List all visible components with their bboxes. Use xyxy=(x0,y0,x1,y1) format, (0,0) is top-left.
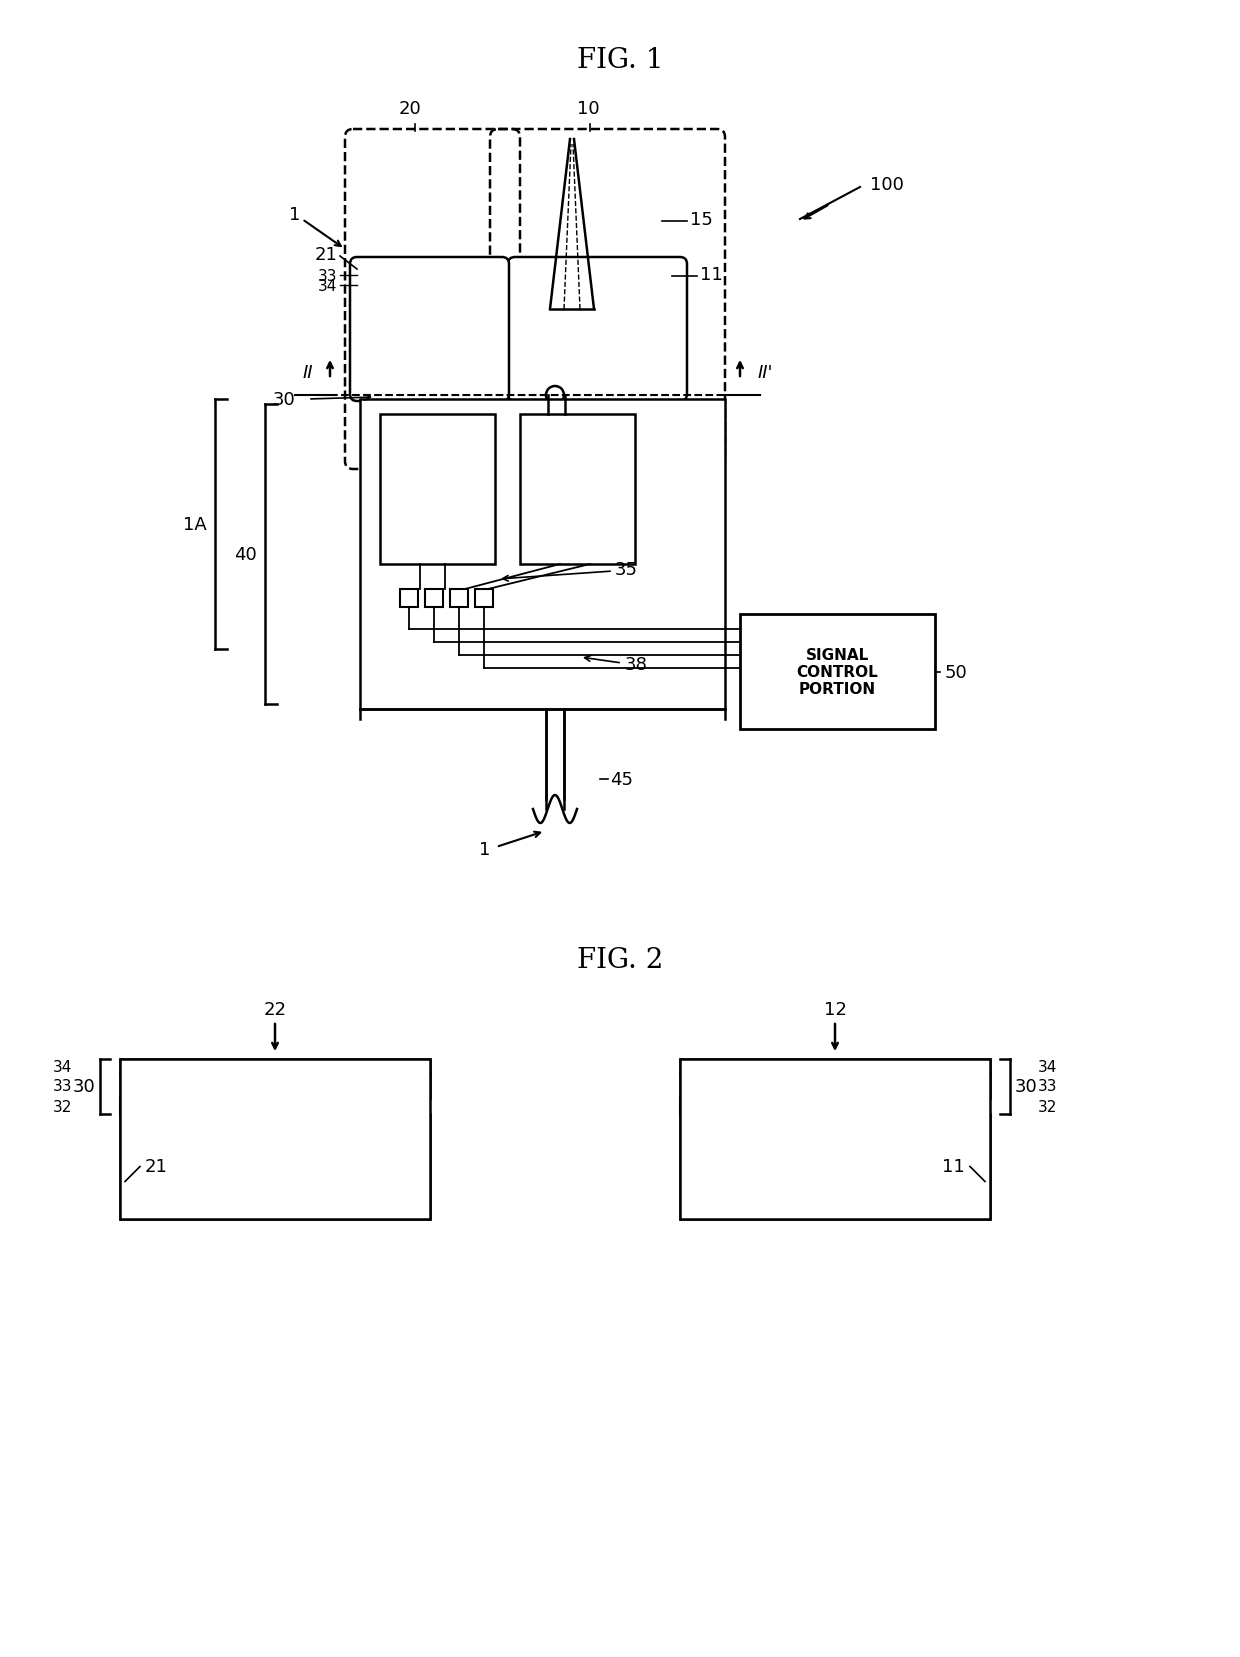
Text: 33: 33 xyxy=(1038,1079,1058,1094)
Text: 1A: 1A xyxy=(184,515,207,534)
Text: FIG. 2: FIG. 2 xyxy=(577,946,663,973)
Text: 30: 30 xyxy=(72,1077,95,1095)
Bar xyxy=(425,590,443,608)
FancyBboxPatch shape xyxy=(350,258,508,401)
FancyBboxPatch shape xyxy=(508,258,687,401)
Bar xyxy=(401,590,418,608)
Bar xyxy=(680,1099,990,1114)
Text: 32: 32 xyxy=(52,1099,72,1114)
Text: 21: 21 xyxy=(145,1158,167,1176)
Text: 30: 30 xyxy=(1016,1077,1038,1095)
Bar xyxy=(120,1099,430,1114)
Text: FIG. 1: FIG. 1 xyxy=(577,46,663,73)
Bar xyxy=(379,414,495,565)
Text: 35: 35 xyxy=(615,560,639,578)
Bar xyxy=(680,1059,990,1220)
Text: 33: 33 xyxy=(317,268,337,283)
Text: 1: 1 xyxy=(479,840,490,858)
Text: 100: 100 xyxy=(870,176,904,194)
Text: 20: 20 xyxy=(398,99,422,118)
Text: 12: 12 xyxy=(823,1001,847,1019)
Bar xyxy=(680,1114,990,1220)
Text: 34: 34 xyxy=(52,1059,72,1074)
Text: 22: 22 xyxy=(264,1001,286,1019)
Bar xyxy=(520,414,635,565)
Bar xyxy=(740,615,935,729)
Text: 34: 34 xyxy=(1038,1059,1058,1074)
Text: 11: 11 xyxy=(701,265,723,283)
Text: 21: 21 xyxy=(314,245,337,263)
Text: II: II xyxy=(303,365,314,381)
Text: 50: 50 xyxy=(945,663,967,681)
Bar xyxy=(120,1059,430,1220)
Text: 11: 11 xyxy=(942,1158,965,1176)
Text: 32: 32 xyxy=(1038,1099,1058,1114)
Text: SIGNAL
CONTROL
PORTION: SIGNAL CONTROL PORTION xyxy=(796,648,878,698)
Bar xyxy=(120,1074,430,1099)
Bar xyxy=(120,1059,430,1074)
Bar xyxy=(680,1074,990,1099)
Text: 40: 40 xyxy=(234,545,257,563)
Bar xyxy=(120,1114,430,1220)
Text: 1: 1 xyxy=(289,205,300,224)
Text: 15: 15 xyxy=(689,210,713,229)
Text: 45: 45 xyxy=(610,771,632,789)
Text: 34: 34 xyxy=(317,278,337,293)
Text: II': II' xyxy=(758,365,774,381)
Text: 30: 30 xyxy=(273,391,295,409)
Text: 38: 38 xyxy=(625,656,647,674)
Bar xyxy=(450,590,467,608)
Bar xyxy=(360,399,725,709)
Bar xyxy=(680,1059,990,1074)
Text: 33: 33 xyxy=(52,1079,72,1094)
Text: 10: 10 xyxy=(577,99,599,118)
Bar xyxy=(475,590,494,608)
